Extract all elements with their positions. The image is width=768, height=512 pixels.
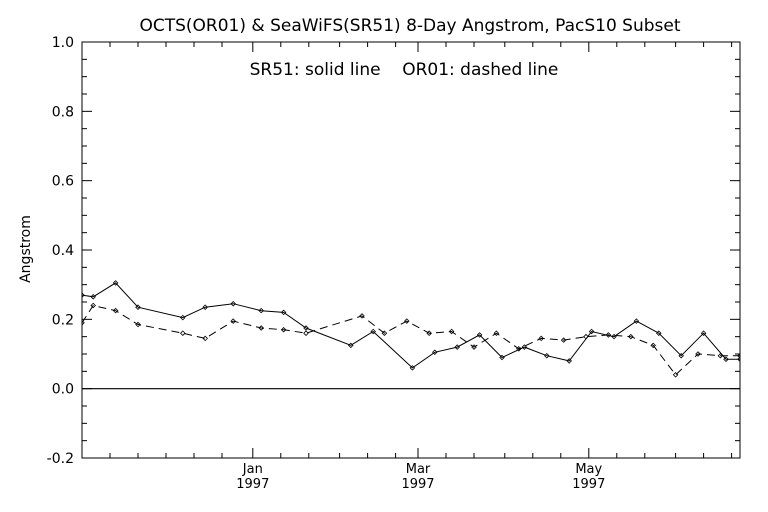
data-point-or01 [737,352,740,359]
y-tick-label: 0.0 [52,382,74,398]
data-point-sr51 [737,356,740,362]
y-tick-label: 0.6 [52,174,74,190]
y-tick-label: 0.8 [52,104,74,120]
data-point-or01 [135,321,141,328]
data-point-or01 [82,320,85,326]
data-point-or01 [560,337,567,343]
data-point-sr51 [409,365,416,371]
data-point-or01 [258,325,264,331]
series-line-or01 [82,304,740,376]
data-point-sr51 [700,330,707,336]
data-point-sr51 [202,304,208,310]
data-point-sr51 [348,342,354,349]
data-point-sr51 [90,294,96,300]
data-point-sr51 [678,352,684,359]
data-point-or01 [650,342,656,349]
data-point-sr51 [633,318,640,324]
plot-area: -0.20.00.20.40.60.81.0Jan1997Mar1997May1… [47,35,741,492]
data-point-sr51 [476,332,483,338]
data-point-or01 [404,318,410,324]
x-tick-label-month: Mar [406,462,431,477]
data-point-or01 [516,346,522,352]
data-point-sr51 [180,314,186,321]
y-tick-label: -0.2 [47,451,74,467]
data-point-sr51 [135,304,141,310]
data-point-or01 [90,302,96,309]
data-point-sr51 [521,344,528,350]
chart-title: OCTS(OR01) & SeaWiFS(SR51) 8-Day Angstro… [139,16,680,36]
x-tick-label-month: Jan [242,462,263,477]
data-point-sr51 [723,356,729,362]
y-tick-label: 1.0 [52,35,74,51]
data-point-or01 [538,335,544,342]
data-point-or01 [493,330,500,336]
data-point-or01 [471,344,477,350]
x-tick-label-year: 1997 [572,477,605,492]
data-point-sr51 [566,358,572,364]
data-point-or01 [426,330,432,336]
data-point-or01 [180,330,186,336]
y-axis-label: Angstrom [18,215,34,283]
data-point-or01 [717,352,724,359]
data-point-or01 [628,333,634,340]
data-point-or01 [695,351,701,357]
data-point-or01 [112,307,119,314]
x-tick-label-month: May [575,462,602,477]
data-point-or01 [230,318,236,324]
data-point-sr51 [230,300,236,307]
plot-frame [81,41,741,459]
data-point-sr51 [544,352,550,359]
data-point-or01 [303,330,309,336]
data-point-sr51 [454,344,460,350]
data-point-sr51 [588,328,595,335]
data-point-or01 [672,372,679,378]
y-tick-label: 0.2 [52,312,74,328]
data-point-sr51 [370,328,376,335]
data-point-or01 [448,328,455,335]
data-point-or01 [583,333,589,340]
data-point-or01 [381,330,388,336]
data-point-sr51 [258,307,264,314]
x-tick-label-year: 1997 [236,477,269,492]
data-point-sr51 [82,292,85,298]
x-tick-label-year: 1997 [401,477,434,492]
y-tick-label: 0.4 [52,243,74,259]
data-point-sr51 [432,349,438,356]
data-point-sr51 [656,330,662,336]
data-point-sr51 [303,325,309,331]
chart-subtitle: SR51: solid line OR01: dashed line [250,60,559,80]
data-point-or01 [280,326,287,333]
series-line-sr51 [82,282,740,369]
data-point-or01 [605,332,612,338]
data-point-or01 [359,313,365,319]
data-point-sr51 [499,354,505,361]
data-point-or01 [202,335,208,342]
data-point-sr51 [112,280,119,286]
data-point-sr51 [280,309,287,316]
